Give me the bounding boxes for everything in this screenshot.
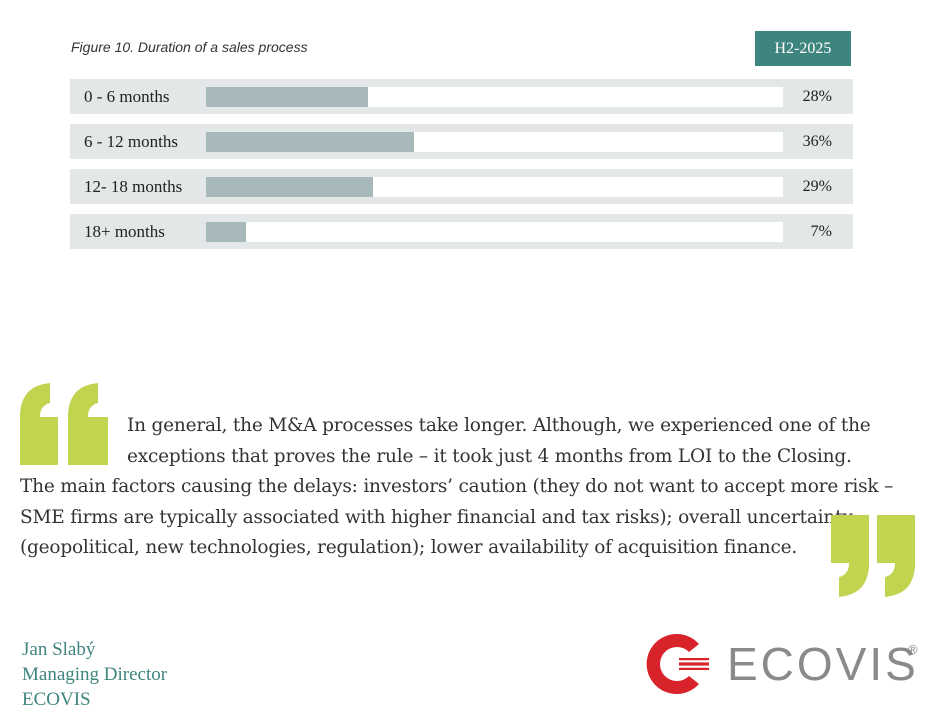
bar-category-label: 6 - 12 months	[84, 132, 178, 151]
quote-first-paragraph: In general, the M&A processes take longe…	[127, 415, 871, 467]
bar-value-label: 28%	[802, 88, 832, 105]
figure-title: Figure 10. Duration of a sales process	[71, 39, 308, 55]
ecovis-logo-icon	[646, 634, 711, 694]
bar-row: 0 - 6 months 28%	[70, 79, 853, 114]
open-quote-icon	[20, 383, 108, 465]
bar	[206, 87, 368, 107]
bar	[206, 177, 374, 197]
bar-row: 6 - 12 months 36%	[70, 124, 853, 159]
bar-category-label: 0 - 6 months	[84, 87, 170, 106]
author-company: ECOVIS	[22, 689, 91, 710]
bar-track	[206, 177, 783, 197]
quote-text: In general, the M&A processes take longe…	[20, 411, 920, 564]
bar-track	[206, 87, 783, 107]
bar-row: 18+ months 7%	[70, 214, 853, 249]
bar-value-label: 36%	[802, 133, 832, 150]
bar-value-label: 7%	[810, 223, 832, 240]
bar-value-label: 29%	[802, 178, 832, 195]
bar-category-label: 12- 18 months	[84, 177, 183, 196]
bar-track	[206, 222, 783, 242]
author-name: Jan Slabý	[22, 639, 96, 660]
bar-row: 12- 18 months 29%	[70, 169, 853, 204]
author-block: Jan Slabý Managing Director ECOVIS	[22, 637, 167, 712]
bar	[206, 222, 247, 242]
close-quote-icon	[831, 515, 915, 597]
bar-track	[206, 132, 783, 152]
author-role: Managing Director	[22, 664, 168, 685]
bar	[206, 132, 414, 152]
registered-mark: ®	[908, 642, 918, 657]
quote-continuation: The main factors causing the delays: inv…	[20, 476, 894, 558]
bar-category-label: 18+ months	[84, 222, 165, 241]
period-badge: H2-2025	[755, 31, 851, 66]
ecovis-logo-text: ECOVIS	[727, 638, 919, 690]
